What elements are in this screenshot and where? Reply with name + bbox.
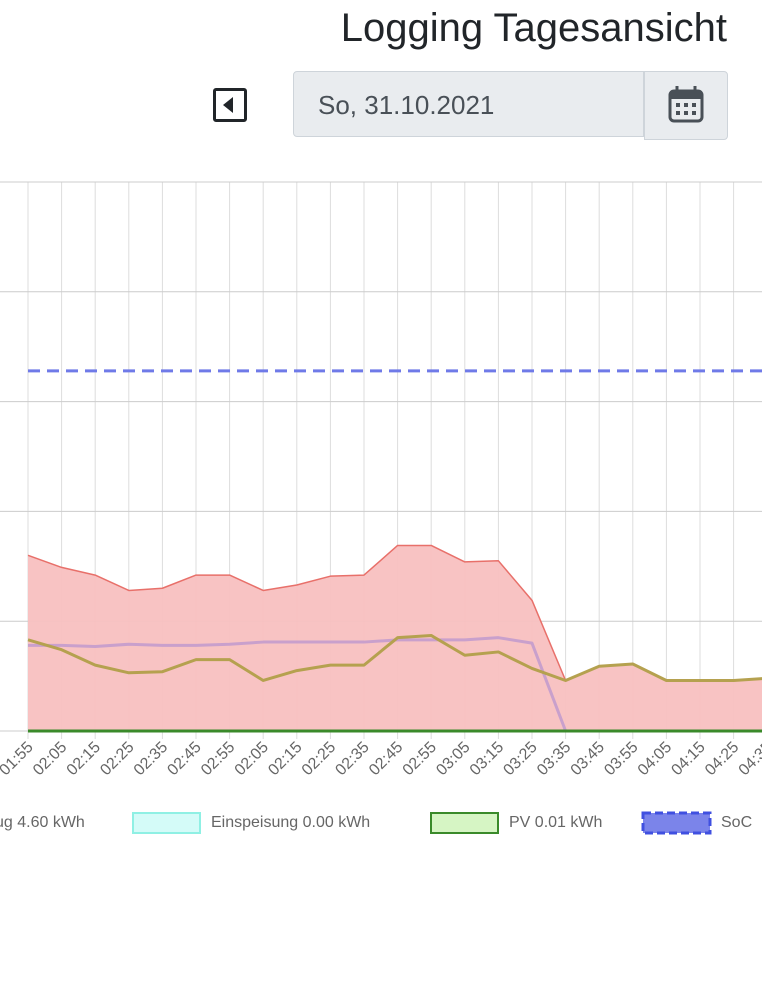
x-tick-label: 03:05 [433, 739, 473, 779]
x-tick-label: 01:55 [0, 739, 37, 779]
calendar-icon [668, 86, 704, 123]
x-tick-label: 03:35 [534, 739, 574, 779]
x-tick-label: 02:15 [64, 739, 104, 779]
x-tick-label: 02:05 [232, 739, 272, 779]
line [27, 633, 762, 682]
date-input[interactable]: So, 31.10.2021 [293, 71, 644, 137]
x-tick-label: 03:45 [568, 739, 608, 779]
x-tick-label: 02:55 [198, 739, 238, 779]
x-tick-label: 04:25 [702, 739, 742, 779]
x-tick-label: 02:55 [400, 739, 440, 779]
x-tick-label: 03:15 [467, 739, 507, 779]
x-tick-label: 03:55 [601, 739, 641, 779]
x-tick-label: 02:25 [97, 739, 137, 779]
legend-label: Einspeisung 0.00 kWh [211, 814, 370, 831]
page-title: Logging Tagesansicht [340, 6, 727, 50]
x-tick-label: 02:15 [265, 739, 305, 779]
previous-day-button[interactable] [213, 88, 247, 122]
legend-swatch [132, 812, 201, 834]
line [28, 636, 568, 732]
legend-label: SoC [721, 814, 752, 831]
x-tick-label: 02:35 [131, 739, 171, 779]
x-tick-label: 04:15 [668, 739, 708, 779]
calendar-button[interactable] [644, 71, 728, 140]
x-tick-label: 02:35 [332, 739, 372, 779]
x-tick-label: 04:35 [736, 739, 762, 779]
legend-swatch [641, 811, 712, 835]
legend-swatch [430, 812, 499, 834]
x-tick-label: 02:25 [299, 739, 339, 779]
x-tick-label: 02:05 [30, 739, 70, 779]
legend-label: ug 4.60 kWh [0, 814, 85, 831]
x-tick-label: 02:45 [366, 739, 406, 779]
x-tick-label: 02:45 [164, 739, 204, 779]
legend-label: PV 0.01 kWh [509, 814, 602, 831]
x-tick-label: 04:05 [635, 739, 675, 779]
x-tick-label: 03:25 [500, 739, 540, 779]
date-text: So, 31.10.2021 [318, 90, 495, 120]
